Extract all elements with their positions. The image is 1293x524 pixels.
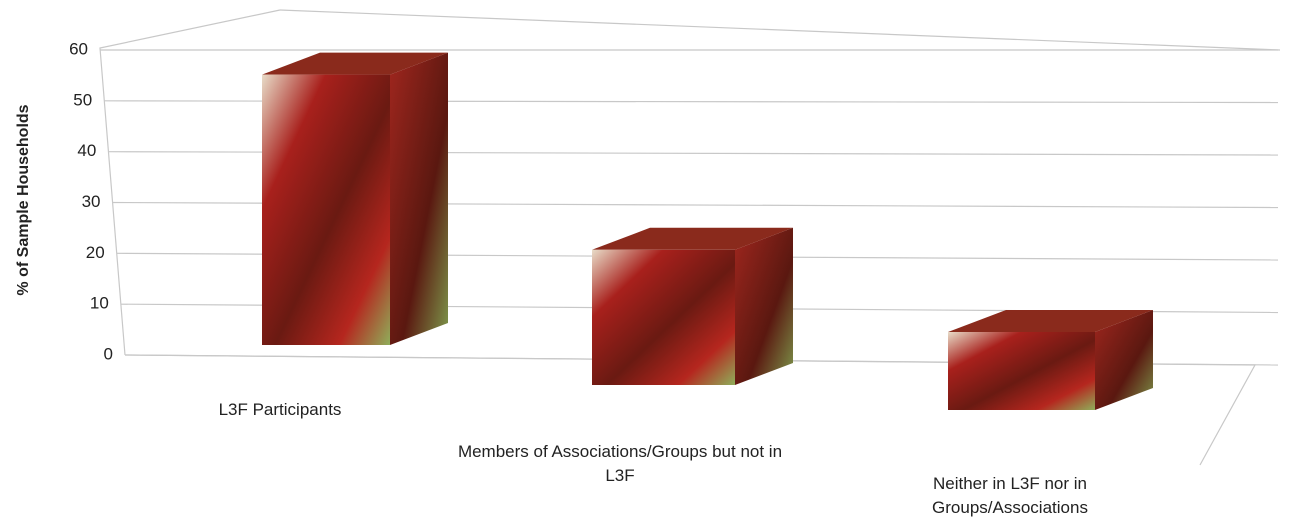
bar <box>592 249 735 385</box>
bar-side <box>1095 310 1153 410</box>
bar-top <box>948 310 1153 332</box>
bar <box>262 74 390 345</box>
y-axis-label: % of Sample Households <box>15 104 32 295</box>
y-tick-label: 30 <box>82 192 101 211</box>
y-tick-label: 20 <box>86 243 105 262</box>
y-tick-label: 0 <box>104 344 113 363</box>
y-tick-label: 40 <box>77 141 96 160</box>
y-tick-label: 10 <box>90 294 109 313</box>
y-tick-label: 60 <box>69 39 88 58</box>
bar-top <box>262 52 448 75</box>
y-tick-label: 50 <box>73 90 92 109</box>
x-tick-label: Neither in L3F nor in Groups/Association… <box>932 474 1088 517</box>
x-tick-label: Members of Associations/Groups but not i… <box>457 442 783 485</box>
bar <box>948 332 1095 410</box>
x-tick-label: L3F Participants <box>218 400 342 419</box>
bar-top <box>592 227 793 250</box>
bar-side <box>390 52 448 345</box>
bar-side <box>735 227 793 385</box>
